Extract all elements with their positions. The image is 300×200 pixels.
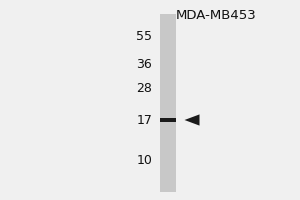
Text: MDA-MB453: MDA-MB453 (176, 9, 256, 22)
Text: 10: 10 (136, 154, 152, 166)
Text: 17: 17 (136, 114, 152, 127)
Bar (160, 14, 176, 192)
Text: 36: 36 (136, 58, 152, 71)
Polygon shape (184, 114, 200, 126)
Bar (160, 118, 176, 122)
Text: 55: 55 (136, 29, 152, 43)
Text: 28: 28 (136, 82, 152, 95)
